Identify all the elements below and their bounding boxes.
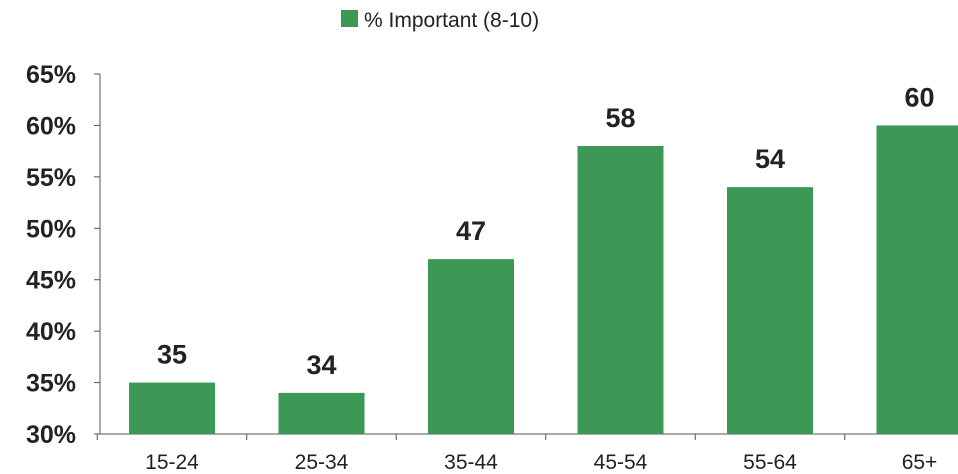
- y-tick-label: 35%: [26, 370, 76, 398]
- legend: % Important (8-10): [341, 9, 539, 32]
- bar-35-44: [428, 259, 514, 434]
- x-tick-label: 55-64: [743, 451, 797, 474]
- y-tick-label: 55%: [26, 164, 76, 192]
- data-label: 47: [456, 216, 486, 246]
- bar-15-24: [129, 382, 215, 434]
- bars: [129, 125, 958, 434]
- y-tick-label: 65%: [26, 61, 76, 89]
- bar-55-64: [727, 187, 813, 434]
- y-tick-label: 40%: [26, 318, 76, 346]
- legend-swatch: [341, 10, 358, 27]
- x-tick-label: 65+: [902, 451, 938, 474]
- data-label: 34: [306, 350, 336, 380]
- y-tick-label: 45%: [26, 267, 76, 295]
- data-labels: 35 15-24 34 25-34 47 35-44 58 45-54 54 55-64 60 65+: [145, 82, 937, 474]
- data-label: 35: [157, 340, 187, 370]
- bar-25-34: [278, 392, 365, 434]
- x-tick-label: 15-24: [145, 451, 199, 474]
- y-tick-label: 30%: [26, 421, 76, 449]
- bar-45-54: [577, 146, 664, 434]
- data-label: 58: [605, 103, 635, 133]
- data-label: 60: [904, 82, 934, 112]
- x-tick-label: 35-44: [444, 451, 498, 474]
- x-tick-label: 45-54: [594, 451, 648, 474]
- data-label: 54: [755, 144, 785, 174]
- axes: 30% 35% 40% 45% 50% 55% 60% 65%: [26, 61, 958, 449]
- legend-label: % Important (8-10): [364, 9, 539, 32]
- x-tick-label: 25-34: [295, 451, 349, 474]
- y-tick-label: 60%: [26, 112, 76, 140]
- bar-65+: [876, 125, 958, 434]
- y-tick-label: 50%: [26, 215, 76, 243]
